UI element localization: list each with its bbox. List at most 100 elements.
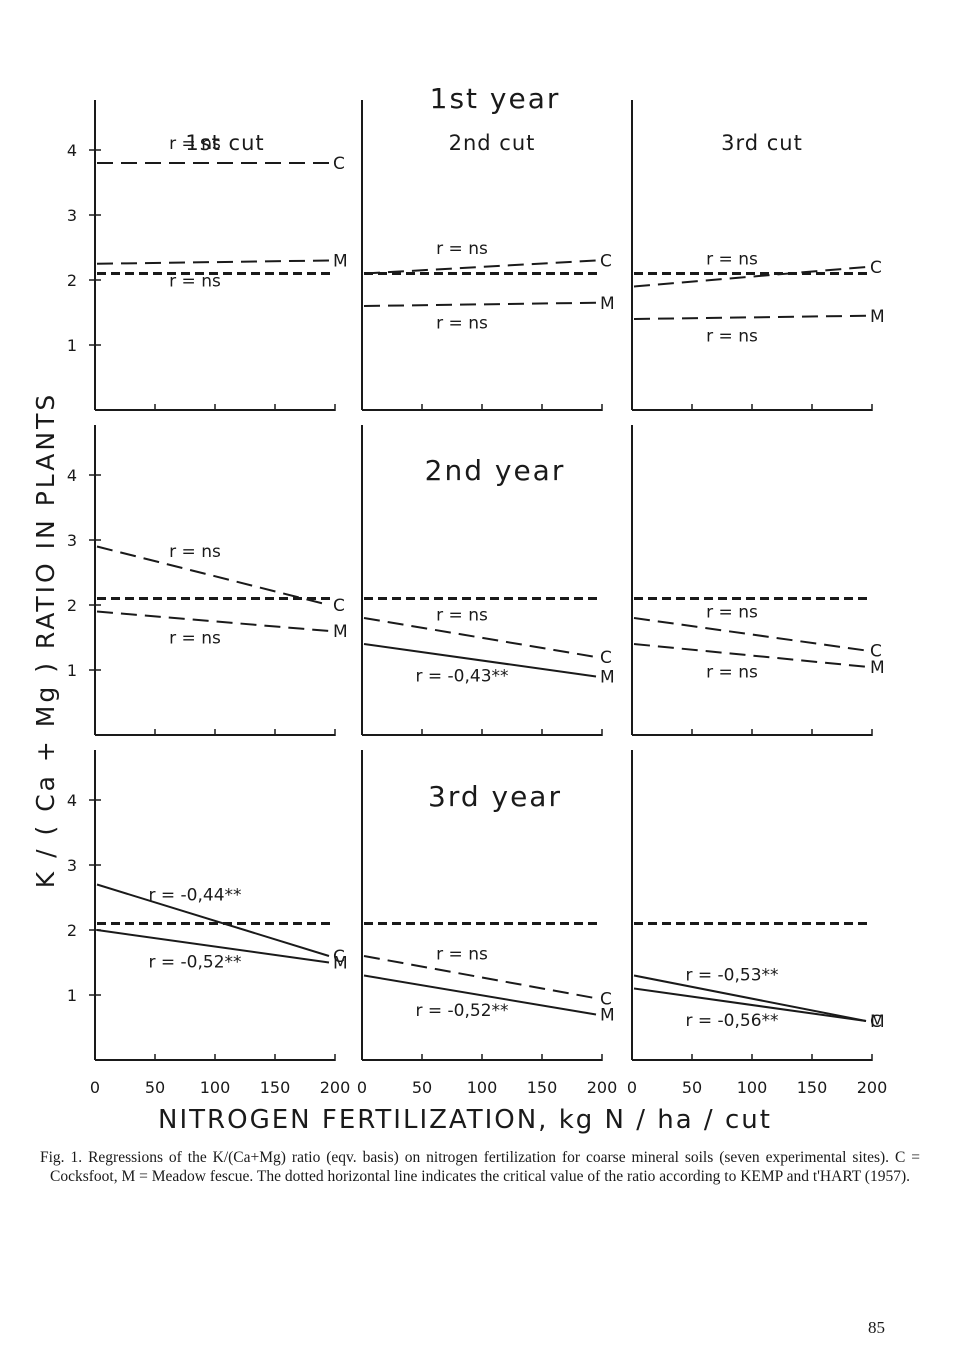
regression-line-m bbox=[633, 314, 867, 320]
regression-line-c bbox=[96, 545, 330, 606]
x-tick-label: 100 bbox=[467, 1078, 498, 1097]
y-tick-label: 4 bbox=[67, 791, 77, 810]
y-tick-label: 2 bbox=[67, 596, 77, 615]
series-end-label: M bbox=[600, 294, 615, 314]
panel: Cr = -0,53** Mr = -0,56** 0 50 100 150 200 bbox=[627, 750, 887, 1097]
panel: Cr = ns Mr = ns bbox=[631, 425, 885, 736]
regression-line-c bbox=[96, 883, 330, 957]
x-tick-label: 50 bbox=[145, 1078, 165, 1097]
x-tick-label: 50 bbox=[682, 1078, 702, 1097]
correlation-label: r = -0,43** bbox=[415, 667, 508, 687]
y-tick-label: 1 bbox=[67, 661, 77, 680]
correlation-label: r = ns bbox=[436, 945, 488, 965]
regression-line-m bbox=[363, 974, 597, 1016]
panel: Cr = ns Mr = -0,52** 0 50 100 150 200 bbox=[357, 750, 617, 1097]
correlation-label: r = ns bbox=[169, 629, 221, 649]
panel: 1 2 3 4 Cr = ns Mr = ns bbox=[67, 425, 348, 736]
regression-line-c bbox=[363, 259, 597, 275]
correlation-label: r = ns bbox=[436, 314, 488, 334]
regression-line-m bbox=[363, 301, 597, 307]
panel: Cr = ns Mr = -0,43** bbox=[361, 425, 615, 736]
regression-line-c bbox=[633, 266, 867, 288]
series-end-label: C bbox=[870, 258, 882, 278]
x-tick-label: 150 bbox=[260, 1078, 291, 1097]
figure-caption: Fig. 1. Regressions of the K/(Ca+Mg) rat… bbox=[40, 1149, 920, 1185]
x-tick-label: 50 bbox=[412, 1078, 432, 1097]
panel: Cr = ns Mr = ns bbox=[631, 100, 885, 411]
regression-line-m bbox=[96, 929, 330, 964]
series-end-label: M bbox=[600, 1006, 615, 1026]
x-tick-label: 200 bbox=[320, 1078, 351, 1097]
correlation-label: r = ns bbox=[706, 327, 758, 347]
correlation-label: r = ns bbox=[169, 134, 221, 154]
cut-label: 1st cut bbox=[185, 131, 264, 155]
x-tick-label: 0 bbox=[90, 1078, 100, 1097]
series-end-label: M bbox=[870, 1012, 885, 1032]
correlation-label: r = ns bbox=[436, 605, 488, 625]
series-end-label: M bbox=[333, 252, 348, 272]
series-end-label: C bbox=[333, 596, 345, 616]
series-end-label: C bbox=[333, 154, 345, 174]
correlation-label: r = ns bbox=[436, 239, 488, 259]
correlation-label: r = -0,44** bbox=[148, 885, 241, 905]
regression-line-m bbox=[96, 259, 330, 265]
y-tick-label: 3 bbox=[67, 856, 77, 875]
year-label: 1st year bbox=[430, 82, 561, 115]
x-tick-label: 200 bbox=[587, 1078, 618, 1097]
series-end-label: C bbox=[600, 252, 612, 272]
y-tick-label: 2 bbox=[67, 921, 77, 940]
y-tick-label: 3 bbox=[67, 531, 77, 550]
correlation-label: r = ns bbox=[169, 271, 221, 291]
series-end-label: M bbox=[333, 622, 348, 642]
correlation-label: r = -0,53** bbox=[685, 965, 778, 985]
series-end-label: C bbox=[333, 947, 345, 967]
series-end-label: C bbox=[870, 1012, 882, 1032]
series-end-label: C bbox=[600, 989, 612, 1009]
regression-line-c bbox=[363, 617, 597, 658]
panel: 1 2 3 4 Cr = ns Mr = ns bbox=[67, 100, 348, 411]
correlation-label: r = ns bbox=[706, 662, 758, 682]
regression-line-m bbox=[363, 643, 597, 678]
x-tick-label: 100 bbox=[737, 1078, 768, 1097]
y-tick-label: 2 bbox=[67, 271, 77, 290]
correlation-label: r = ns bbox=[706, 603, 758, 623]
series-end-label: C bbox=[600, 648, 612, 668]
series-end-label: M bbox=[870, 658, 885, 678]
x-tick-label: 0 bbox=[357, 1078, 367, 1097]
series-end-label: M bbox=[600, 668, 615, 688]
panel: Cr = ns Mr = ns bbox=[361, 100, 615, 411]
cut-label: 3rd cut bbox=[721, 131, 803, 155]
x-tick-label: 150 bbox=[527, 1078, 558, 1097]
y-tick-label: 4 bbox=[67, 141, 77, 160]
x-tick-label: 0 bbox=[627, 1078, 637, 1097]
correlation-label: r = ns bbox=[169, 542, 221, 562]
regression-line-m bbox=[96, 610, 330, 632]
correlation-label: r = -0,52** bbox=[415, 1001, 508, 1021]
series-end-label: C bbox=[870, 642, 882, 662]
page-number: 85 bbox=[868, 1318, 885, 1337]
y-tick-label: 4 bbox=[67, 466, 77, 485]
regression-line-m bbox=[633, 643, 867, 668]
regression-line-m bbox=[633, 987, 867, 1022]
y-axis-label: K / ( Ca + Mg ) RATIO IN PLANTS bbox=[31, 392, 60, 888]
regression-line-c bbox=[633, 974, 867, 1022]
year-label: 2nd year bbox=[425, 454, 566, 487]
cut-label: 2nd cut bbox=[449, 131, 536, 155]
x-tick-label: 100 bbox=[200, 1078, 231, 1097]
x-axis-label: NITROGEN FERTILIZATION, kg N / ha / cut bbox=[158, 1105, 772, 1135]
x-tick-label: 200 bbox=[857, 1078, 888, 1097]
correlation-label: r = -0,56** bbox=[685, 1011, 778, 1031]
year-label: 3rd year bbox=[428, 780, 562, 813]
y-tick-label: 3 bbox=[67, 206, 77, 225]
y-tick-label: 1 bbox=[67, 986, 77, 1005]
y-tick-label: 1 bbox=[67, 336, 77, 355]
regression-line-c bbox=[633, 617, 867, 652]
correlation-label: r = -0,52** bbox=[148, 953, 241, 973]
panel: 1 2 3 4 Cr = -0,44** Mr = -0,52** 0 50 100 150 200 bbox=[67, 750, 350, 1097]
correlation-label: r = ns bbox=[706, 249, 758, 269]
regression-line-c bbox=[363, 955, 597, 1000]
series-end-label: M bbox=[870, 307, 885, 327]
series-end-label: M bbox=[333, 954, 348, 974]
x-tick-label: 150 bbox=[797, 1078, 828, 1097]
